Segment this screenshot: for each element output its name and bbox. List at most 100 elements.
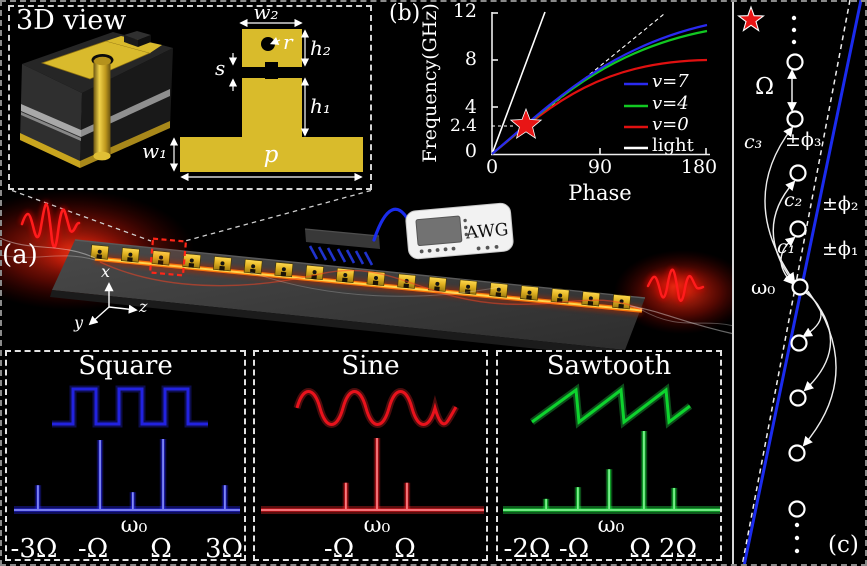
operating-point-star bbox=[509, 107, 543, 140]
legend-v4-label: v=4 bbox=[652, 93, 689, 114]
light-line bbox=[491, 11, 546, 155]
c3-arc bbox=[764, 126, 796, 283]
inset-graphics bbox=[20, 18, 363, 182]
sine-tick-m1: -Ω bbox=[323, 534, 355, 564]
dim-w2-label: w₂ bbox=[253, 0, 279, 24]
panel-c-graphics bbox=[737, 0, 863, 566]
antenna-row bbox=[90, 244, 631, 310]
mode-circles bbox=[786, 53, 809, 518]
c1-arc bbox=[780, 236, 796, 285]
axis-x-label: x bbox=[101, 262, 111, 281]
sawtooth-tick-p1: Ω bbox=[629, 534, 651, 564]
awg-buttons bbox=[419, 218, 499, 254]
panel-a-label: (a) bbox=[2, 240, 38, 270]
legend-swatches bbox=[624, 82, 648, 150]
square-title: Square bbox=[78, 351, 173, 381]
sine-omega0-label: ω₀ bbox=[363, 513, 391, 538]
sawtooth-spectrum-peaks bbox=[542, 431, 678, 509]
star-icon bbox=[737, 5, 765, 32]
x-axis-title: Phase bbox=[568, 181, 632, 205]
square-tick-m3: -3Ω bbox=[10, 534, 58, 564]
square-omega0-label: ω₀ bbox=[120, 513, 148, 538]
sawtooth-tick-m2: -2Ω bbox=[503, 534, 551, 564]
phi3-label: ±ϕ₃ bbox=[785, 129, 822, 151]
legend-v0-label: v=0 bbox=[652, 114, 689, 135]
awg-device: AWG bbox=[405, 202, 514, 260]
sawtooth-title: Sawtooth bbox=[546, 351, 672, 381]
omega-label: Ω bbox=[755, 74, 775, 100]
omega0-circle bbox=[791, 278, 809, 296]
microstrip-line bbox=[94, 253, 643, 316]
sawtooth-graphics bbox=[503, 383, 720, 514]
omega0-label: ω₀ bbox=[751, 275, 776, 299]
c2-label: c₂ bbox=[784, 189, 803, 211]
square-panel: Square ω₀ -3Ω -Ω Ω 3Ω bbox=[5, 350, 246, 564]
panel-b-label: (b) bbox=[389, 1, 421, 26]
square-tick-m1: -Ω bbox=[77, 534, 109, 564]
axis-y-label: y bbox=[74, 313, 84, 332]
square-spectrum-peaks bbox=[34, 439, 229, 509]
via-hole bbox=[261, 37, 275, 51]
square-tick-p1: Ω bbox=[150, 534, 172, 564]
y-axis-title: Frequency(GHz) bbox=[419, 3, 442, 163]
square-tick-p3: 3Ω bbox=[204, 534, 244, 564]
square-graphics bbox=[14, 385, 240, 514]
feed-connector bbox=[304, 228, 380, 266]
down1-arc bbox=[802, 292, 822, 338]
c1-label: c₁ bbox=[777, 236, 796, 258]
awg-screen bbox=[415, 215, 463, 247]
ellipsis-bottom bbox=[794, 522, 800, 554]
panel-b-chart bbox=[491, 11, 710, 156]
xtick-90: 90 bbox=[587, 156, 613, 178]
dim-h2-label: h₂ bbox=[310, 36, 331, 60]
ytick-4: 4 bbox=[464, 96, 477, 118]
ytick-12: 12 bbox=[452, 0, 477, 22]
inset-leader-left bbox=[11, 189, 152, 242]
awg-label: AWG bbox=[464, 220, 509, 244]
coordinate-axes bbox=[88, 282, 138, 326]
unit-cell-highlight-box bbox=[148, 237, 188, 277]
ellipsis-top bbox=[791, 15, 797, 45]
dim-h1-label: h₁ bbox=[310, 94, 331, 118]
sawtooth-tick-p2: 2Ω bbox=[658, 534, 698, 564]
input-pulse bbox=[0, 200, 96, 261]
slot-square bbox=[265, 62, 278, 79]
ytick-8: 8 bbox=[464, 48, 477, 70]
curve-v7 bbox=[491, 23, 708, 155]
xtick-180: 180 bbox=[680, 156, 718, 178]
legend-v7-label: v=7 bbox=[652, 71, 689, 92]
down3-arc bbox=[802, 290, 837, 447]
dimension-arrows bbox=[169, 18, 363, 182]
dim-p-label: p bbox=[263, 142, 279, 168]
chip-3d-render bbox=[20, 31, 173, 168]
coupling-arcs bbox=[764, 126, 837, 447]
axis-z-label: z bbox=[139, 297, 148, 316]
c3-label: c₃ bbox=[744, 131, 763, 153]
ytick-0: 0 bbox=[464, 140, 477, 162]
dim-w1-label: w₁ bbox=[142, 139, 168, 163]
xtick-0: 0 bbox=[485, 156, 499, 178]
dim-s-label: s bbox=[215, 56, 226, 80]
legend-light-label: light bbox=[652, 135, 694, 156]
sine-panel: Sine ω₀ -Ω Ω bbox=[253, 350, 488, 564]
sine-tick-p1: Ω bbox=[394, 534, 416, 564]
ytick-2p4: 2.4 bbox=[449, 116, 477, 136]
phi1-label: ±ϕ₁ bbox=[822, 238, 859, 260]
dim-r-label: r bbox=[283, 30, 293, 54]
chart-axes bbox=[491, 12, 710, 156]
sawtooth-omega0-label: ω₀ bbox=[597, 513, 625, 538]
phi2-label: ±ϕ₂ bbox=[822, 193, 859, 215]
panel-a-scene: AWG bbox=[0, 189, 735, 358]
inset-title: 3D view bbox=[16, 5, 127, 36]
panel-c-label: (c) bbox=[828, 532, 859, 558]
sawtooth-panel: Sawtooth ω₀ -2Ω -Ω Ω 2Ω bbox=[496, 350, 722, 564]
output-pulse bbox=[629, 266, 735, 335]
unit-cell-schematic bbox=[180, 29, 363, 172]
sawtooth-tick-m1: -Ω bbox=[558, 534, 590, 564]
sine-graphics bbox=[261, 388, 484, 514]
field-wisp-white bbox=[249, 271, 501, 297]
field-wisp-red bbox=[99, 261, 643, 311]
sine-spectrum-peaks bbox=[342, 438, 411, 509]
square-wave bbox=[52, 385, 208, 428]
